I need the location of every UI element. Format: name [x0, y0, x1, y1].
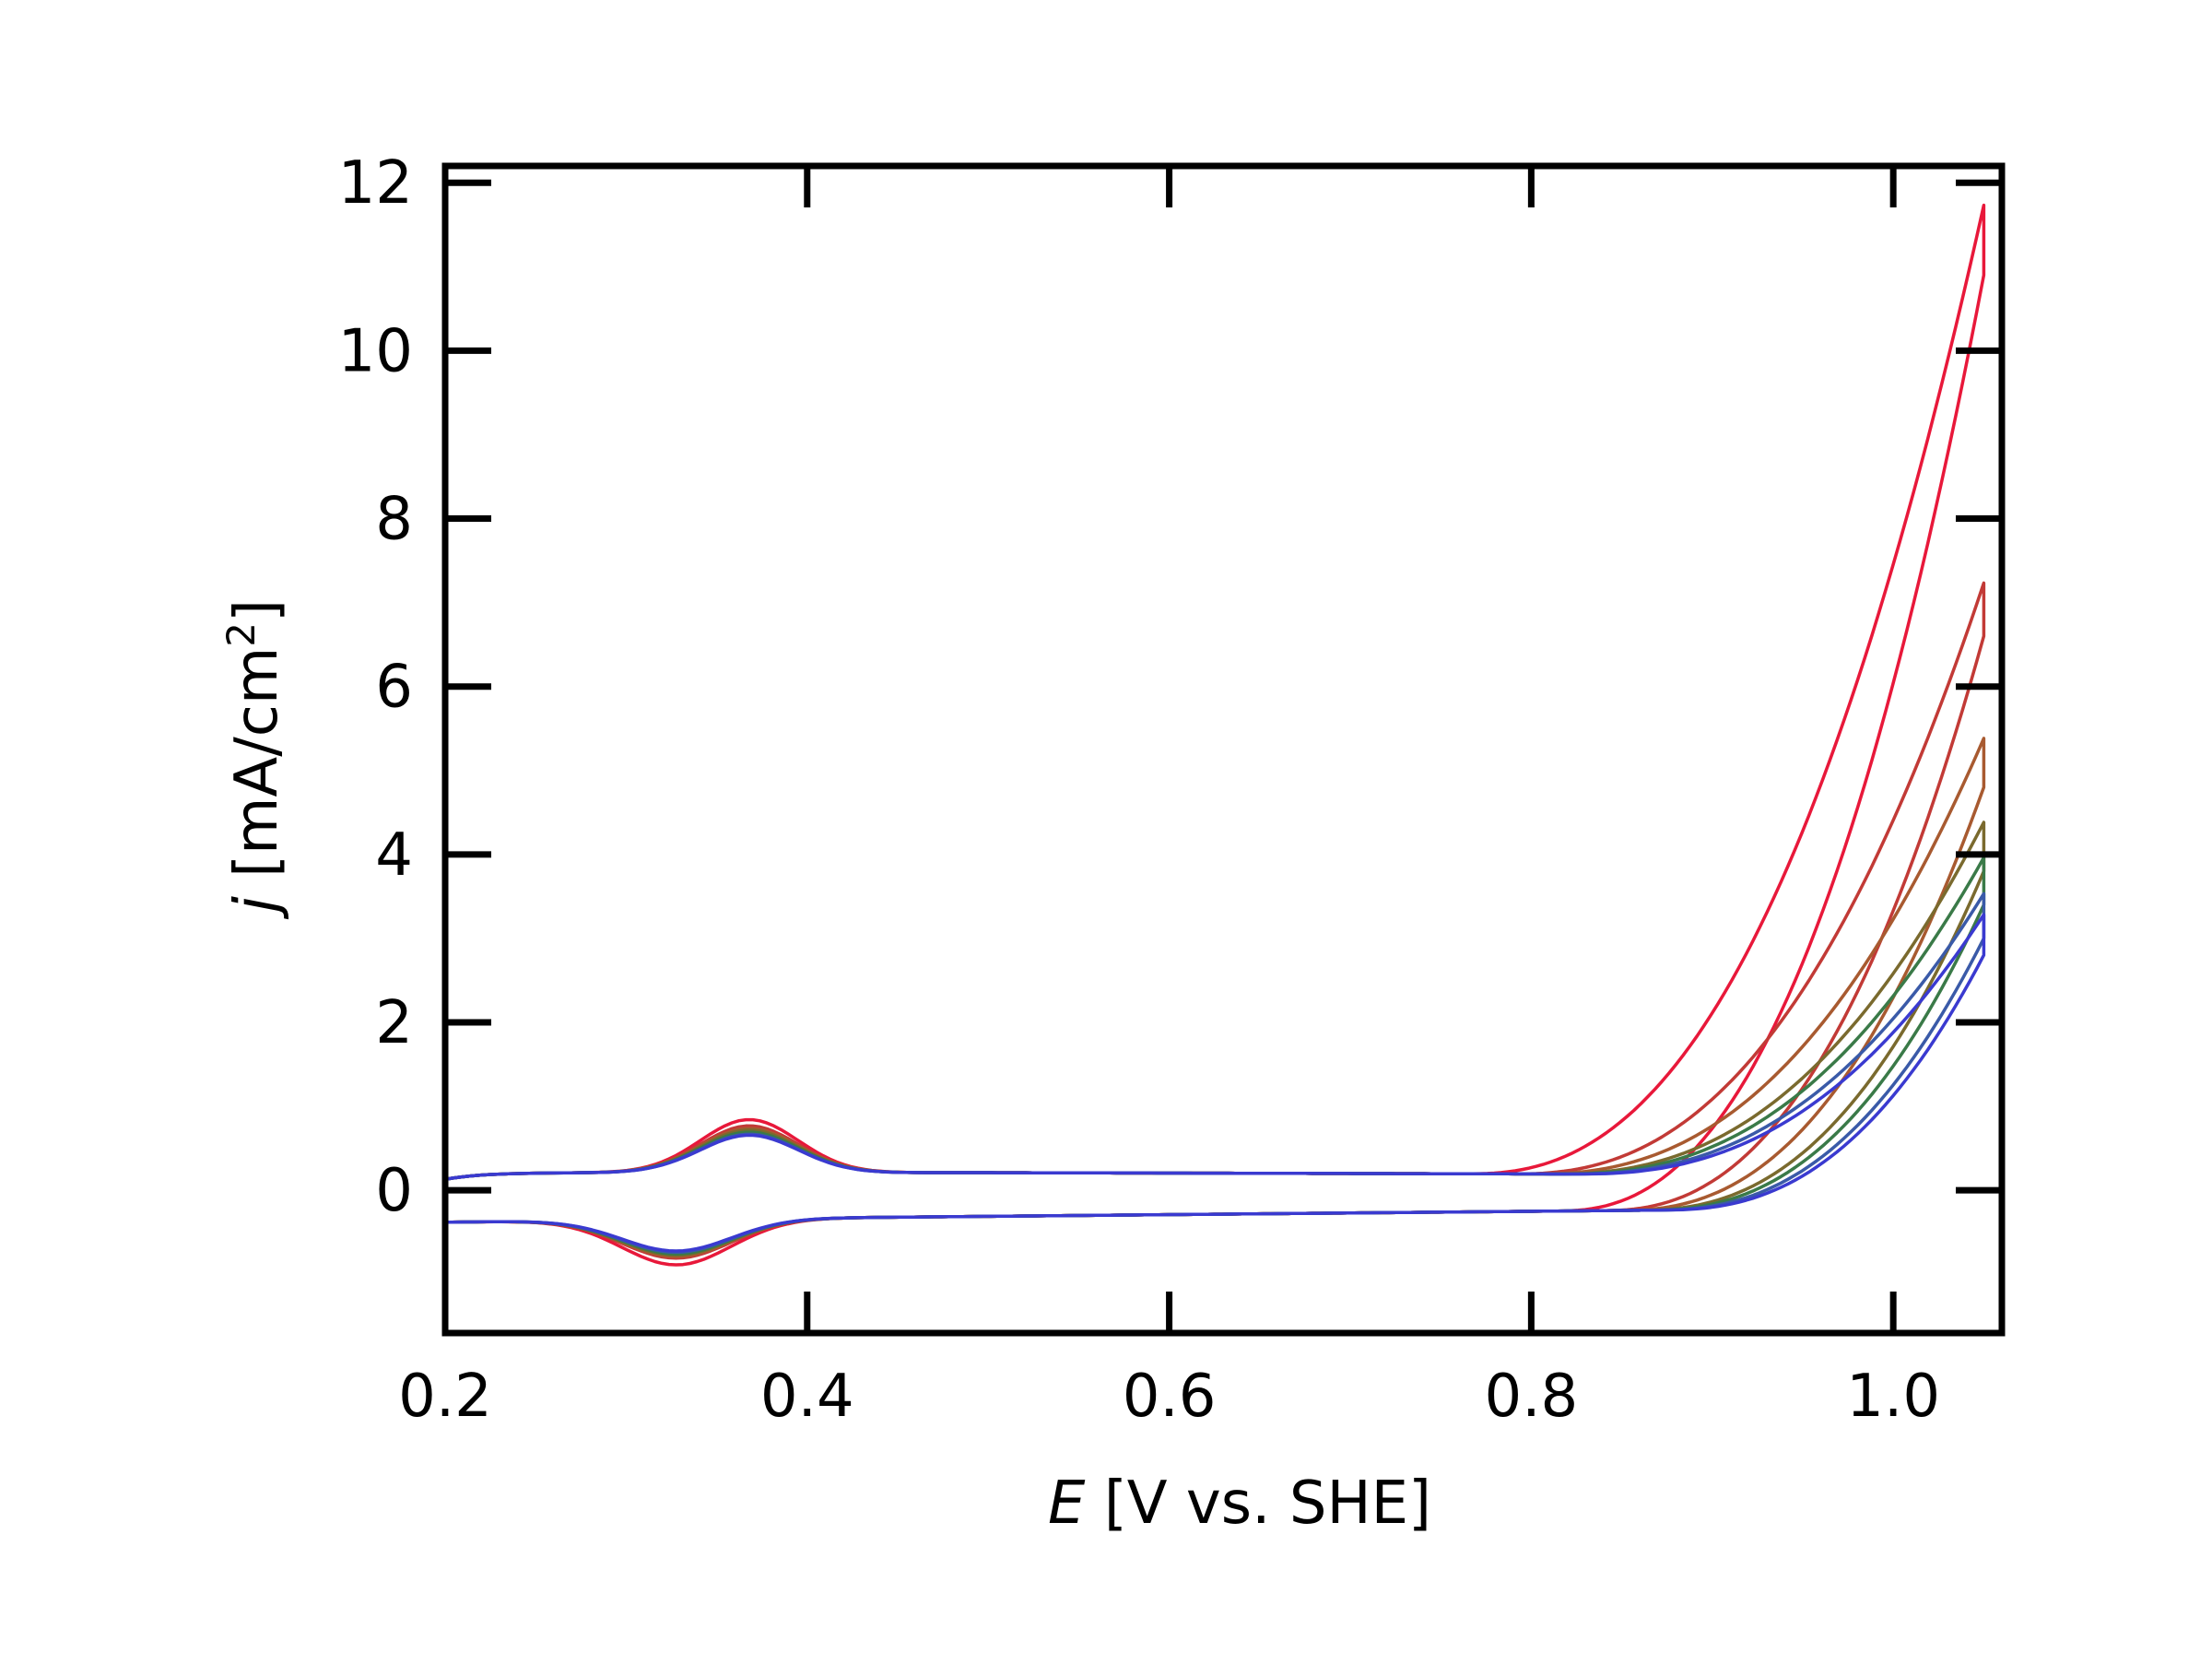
x-tick-label-1: 0.4 — [760, 1363, 854, 1431]
y-tick-label-4: 8 — [375, 486, 413, 554]
x-tick-label-0: 0.2 — [398, 1363, 492, 1431]
y-tick-label-5: 10 — [338, 317, 413, 385]
axes-layer: 0.2 0.4 0.6 0.8 1.0 0 2 4 6 8 10 12 — [338, 149, 2006, 1431]
x-tick-label-3: 0.8 — [1484, 1363, 1578, 1431]
x-axis-label-text: [V vs. SHE] — [1085, 1469, 1431, 1538]
plot-frame — [441, 162, 2006, 1337]
y-axis-label-superscript: 2 — [218, 622, 264, 647]
series-line-0 — [444, 203, 1986, 1267]
y-tick-label-1: 2 — [375, 989, 413, 1057]
y-axis-label-suffix: ] — [223, 599, 291, 622]
x-axis-label: E [V vs. SHE] — [1048, 1469, 1431, 1538]
y-axis-label-text: [mA/cm — [223, 647, 291, 897]
y-tick-label-2: 4 — [375, 821, 413, 890]
x-tick-label-2: 0.6 — [1123, 1363, 1217, 1431]
y-axis-label: j [mA/cm2] — [218, 599, 291, 920]
x-axis-label-symbol: E — [1048, 1469, 1086, 1538]
y-axis-label-symbol: j — [223, 896, 291, 920]
y-tick-label-6: 12 — [338, 149, 413, 218]
series-line-2 — [444, 737, 1986, 1258]
series-layer — [444, 203, 1986, 1267]
y-tick-label-0: 0 — [375, 1157, 413, 1225]
label-layer: E [V vs. SHE] j [mA/cm2] — [218, 599, 1431, 1538]
y-tick-label-3: 6 — [375, 654, 413, 722]
series-line-6 — [444, 913, 1986, 1253]
x-tick-label-4: 1.0 — [1846, 1363, 1940, 1431]
